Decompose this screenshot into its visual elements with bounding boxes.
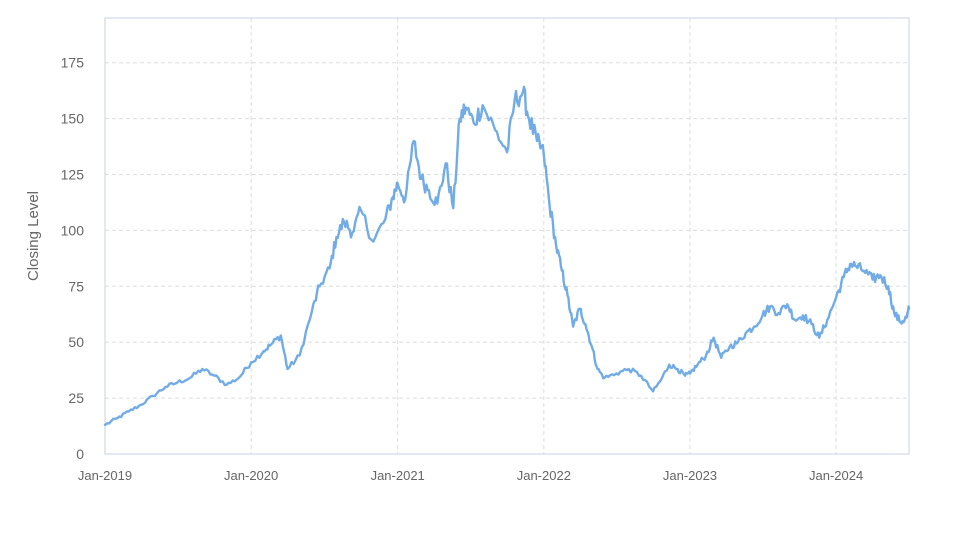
x-tick-label: Jan-2021 [371,468,425,483]
y-axis-title: Closing Level [25,191,42,281]
grid-lines [105,18,909,454]
x-axis-ticks: Jan-2019 Jan-2020 Jan-2021 Jan-2022 Jan-2023… [78,468,863,483]
x-tick-label: Jan-2024 [809,468,863,483]
y-tick-label: 125 [61,167,85,183]
y-tick-label: 100 [61,222,85,238]
y-tick-label: 50 [68,334,84,350]
y-tick-label: 75 [68,278,84,294]
y-tick-label: 175 [61,55,85,71]
series-line [103,85,911,427]
plot-frame [104,17,910,455]
x-tick-label: Jan-2020 [224,468,278,483]
x-tick-label: Jan-2023 [663,468,717,483]
y-axis-ticks: 0 25 50 75 100 125 150 175 [61,55,85,462]
x-tick-label: Jan-2022 [517,468,571,483]
y-tick-label: 25 [68,390,84,406]
x-tick-label: Jan-2019 [78,468,132,483]
series-layer [103,85,911,427]
y-tick-label: 0 [76,446,84,462]
y-tick-label: 150 [61,111,85,127]
